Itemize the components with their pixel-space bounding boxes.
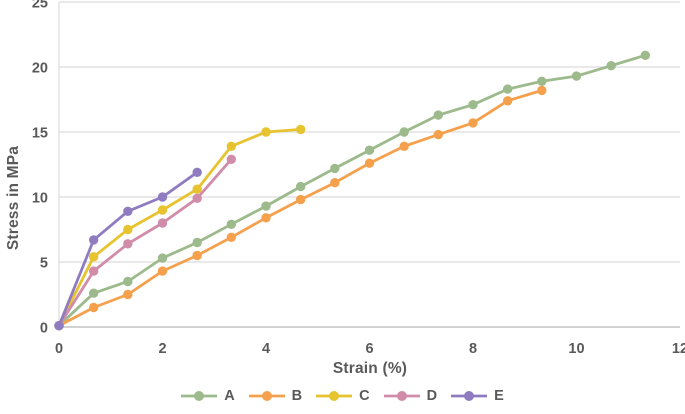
x-tick-label-6: 6 [365,341,373,357]
series-D-marker-1 [88,266,99,276]
legend-marker-B [248,391,285,401]
series-B-marker-4 [192,250,202,261]
series-B-marker-9 [364,158,375,168]
series-line-E [57,170,199,328]
series-B-marker-11 [433,129,444,140]
series-line-D [57,157,233,328]
series-A-marker-9 [364,145,375,155]
legend-marker-A [181,391,218,401]
series-A-marker-12 [468,100,478,110]
series-A-marker-14 [537,76,547,87]
series-line-A [57,53,647,328]
legend-label-C: C [359,388,370,404]
series-E-marker-1 [88,235,99,245]
series-C-marker-1 [88,252,99,262]
series-E-marker-0 [54,321,64,331]
series-A-marker-17 [640,50,651,60]
legend-label-E: E [494,388,504,404]
series-A-marker-13 [502,84,513,94]
x-tick-label-10: 10 [568,341,584,357]
series-D-marker-3 [157,218,168,228]
legend-dot-D [396,391,407,401]
chart-legend: A B C D E [0,388,685,404]
series-D-marker-4 [192,193,202,203]
series-B-marker-6 [261,213,271,223]
series-C-marker-4 [192,184,202,194]
x-tick-label-4: 4 [262,341,270,357]
series-E-marker-2 [123,206,133,216]
series-A-marker-10 [399,127,409,137]
series-B-marker-13 [502,96,513,106]
series-B-marker-7 [295,194,306,205]
series-C-marker-3 [157,205,168,215]
x-axis-title: Strain (%) [332,360,408,377]
series-B-marker-12 [468,118,478,128]
legend-item-B: B [248,388,303,404]
series-B-marker-10 [399,141,409,151]
series-A-marker-15 [571,71,582,81]
series-B-marker-14 [537,85,547,96]
y-tick-label-0: 0 [40,321,48,337]
legend-marker-D [383,391,420,401]
series-A-marker-1 [88,288,99,298]
legend-item-D: D [383,388,438,404]
series-E-marker-4 [192,167,202,177]
series-A-marker-8 [330,163,340,174]
series-E-marker-3 [157,192,168,202]
legend-marker-C [316,391,353,401]
y-tick-label-5: 5 [40,256,48,272]
series-B-marker-3 [157,266,168,276]
y-axis-title: Stress in MPa [5,145,22,251]
legend-item-E: E [451,388,504,404]
series-A-marker-2 [123,276,133,287]
series-A-marker-5 [226,219,237,229]
series-A-marker-4 [192,237,202,248]
legend-item-C: C [316,388,370,404]
y-tick-label-20: 20 [32,61,48,77]
legend-dot-A [194,391,205,401]
series-B-marker-5 [226,232,237,242]
legend-label-A: A [224,388,235,404]
x-tick-label-12: 12 [672,341,685,357]
x-tick-label-8: 8 [469,341,477,357]
series-A-marker-3 [157,253,168,263]
legend-label-D: D [426,388,438,404]
y-tick-label-10: 10 [32,191,48,207]
series-C-marker-5 [226,141,237,151]
legend-dot-C [329,391,340,401]
x-tick-label-0: 0 [55,341,63,357]
series-A-marker-7 [295,181,306,192]
series-B-marker-1 [88,302,99,313]
legend-dot-E [464,391,475,401]
legend-dot-B [261,391,272,401]
y-tick-label-15: 15 [32,126,48,142]
series-C-marker-2 [123,224,133,235]
y-tick-label-25: 25 [32,0,48,12]
series-A-marker-16 [606,60,616,71]
legend-marker-E [451,391,488,401]
series-B-marker-8 [330,178,340,188]
series-A-marker-6 [261,201,271,211]
series-D-marker-2 [123,239,133,249]
legend-item-A: A [181,388,235,404]
series-A-marker-11 [433,110,444,120]
series-line-C [57,127,303,328]
legend-label-B: B [291,388,303,404]
x-tick-label-2: 2 [158,341,166,357]
series-C-marker-6 [261,127,271,137]
series-C-marker-7 [295,124,306,135]
series-B-marker-2 [123,289,133,300]
series-D-marker-5 [226,154,237,164]
